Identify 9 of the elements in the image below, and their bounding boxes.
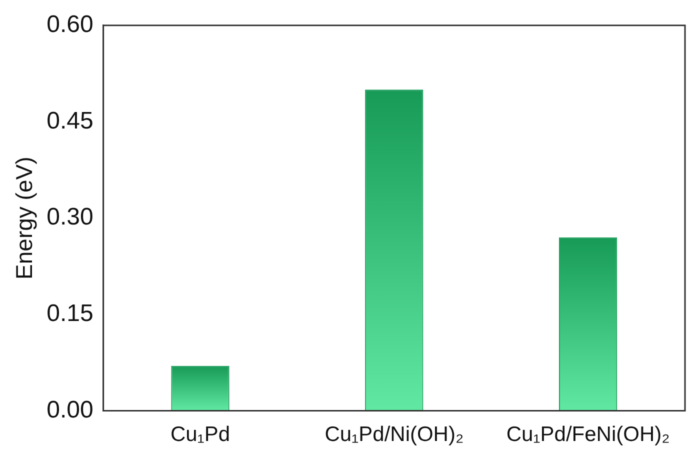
x-tick-label: Cu₁Pd: [170, 423, 230, 446]
y-tick-label: 0.30: [46, 204, 94, 231]
y-tick-label: 0.15: [46, 300, 94, 328]
y-tick-label: 0.45: [46, 107, 94, 134]
x-tick-label: Cu₁Pd/FeNi(OH)₂: [506, 423, 670, 446]
y-tick-label: 0.60: [46, 11, 94, 38]
x-tick-label: Cu₁Pd/Ni(OH)₂: [324, 423, 464, 446]
y-axis-title: Energy (eV): [11, 156, 38, 280]
y-tick-label: 0.00: [46, 396, 94, 424]
